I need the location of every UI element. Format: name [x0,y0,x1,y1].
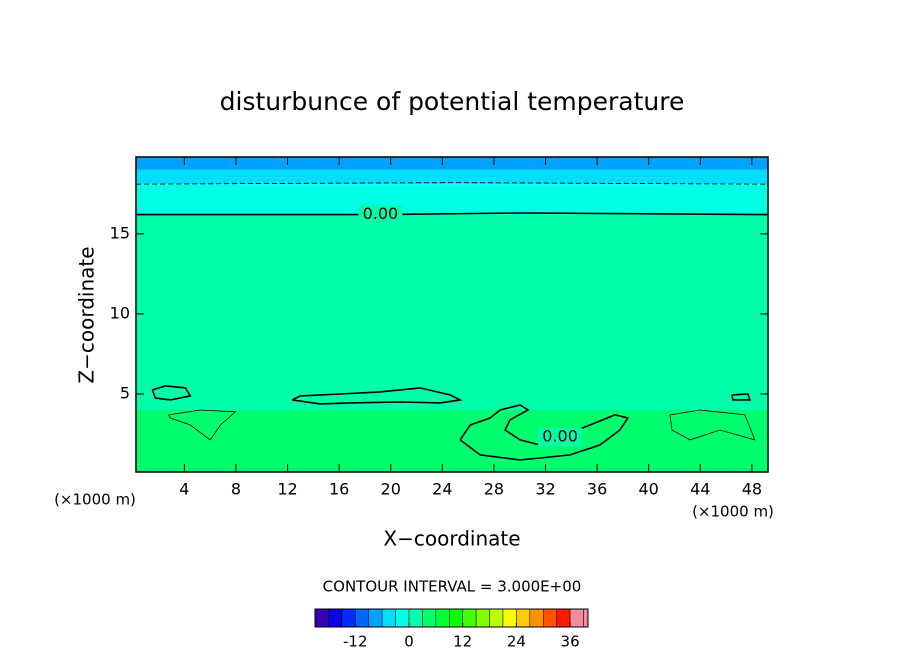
colorbar-swatch [422,608,437,628]
colorbar-swatch [529,608,544,628]
colorbar-tick-label: 36 [561,633,580,651]
x-tick-label: 44 [690,480,710,499]
contour-line [291,387,463,405]
x-tick-label: 32 [535,480,555,499]
colorbar-swatch [435,608,450,628]
y-axis-label: Z−coordinate [75,246,99,383]
contour-line [136,212,769,216]
contour-line [151,385,192,401]
contour-label-bg [538,428,583,447]
colorbar-tick-label: 0 [404,633,414,651]
colorbar-swatch [583,608,589,628]
colorbar-swatch [502,608,517,628]
colorbar-swatch [355,608,369,628]
colorbar-frame [314,608,589,628]
colorbar-swatch [341,608,356,628]
shaded-layer [136,184,768,215]
x-unit-label: (×1000 m) [692,503,774,521]
x-tick-label: 8 [231,480,241,499]
colorbar-tick-label: 12 [453,633,472,651]
contour-line [669,409,756,441]
x-tick-label: 16 [329,480,349,499]
chart-title: disturbunce of potential temperature [220,87,685,116]
colorbar-swatch [489,608,504,628]
y-tick-label: 5 [120,383,130,402]
y-tick-label: 15 [110,223,130,242]
x-tick-label: 20 [381,480,401,499]
colorbar-swatch [449,608,463,628]
colorbar-tick-label: 24 [507,633,526,651]
contour-label-bg [358,205,403,224]
colorbar-swatch [328,608,343,628]
colorbar-swatch [542,608,557,628]
shaded-layer [136,169,768,185]
contour-label: 0.00 [542,427,578,446]
contour-interval: CONTOUR INTERVAL = 3.000E+00 [323,578,582,596]
contour-line [731,393,752,401]
shaded-layer [136,214,768,410]
colorbar-swatch [462,608,477,628]
colorbar-swatch [516,608,531,628]
x-tick-label: 4 [179,480,189,499]
colorbar-swatch [314,608,329,628]
colorbar-swatch [475,608,490,628]
x-tick-label: 24 [432,480,452,499]
x-tick-label: 40 [639,480,659,499]
x-tick-label: 28 [484,480,504,499]
colorbar-swatch [395,608,410,628]
x-axis-label: X−coordinate [383,527,520,551]
contour-line [168,409,237,441]
plot-frame [135,156,769,473]
shaded-layer [136,157,768,170]
colorbar-swatch [368,608,383,628]
colorbar-tick-label: -12 [343,633,368,651]
colorbar-swatch [408,608,423,628]
x-tick-label: 12 [277,480,297,499]
shaded-layer [136,409,768,472]
colorbar-swatch [381,608,396,628]
x-unit-label: (×1000 m) [54,491,136,509]
contour-label: 0.00 [363,204,399,223]
colorbar-swatch [556,608,571,628]
y-tick-label: 10 [110,303,130,322]
x-tick-label: 48 [742,480,762,499]
colorbar-swatch [569,608,584,628]
x-tick-label: 36 [587,480,607,499]
